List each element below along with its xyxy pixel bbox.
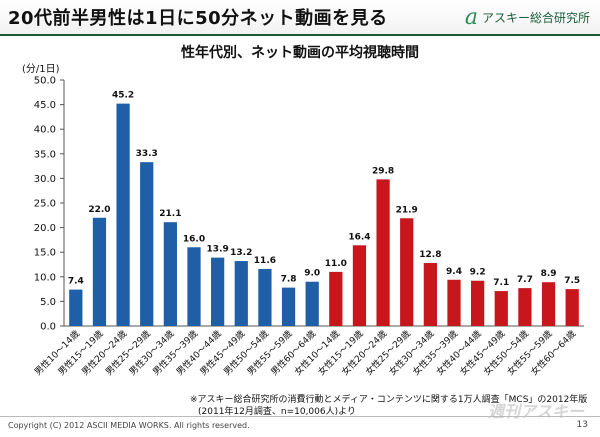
data-label: 7.5 bbox=[564, 276, 580, 286]
y-tick-label: 5.0 bbox=[40, 297, 56, 308]
header-bar: 20代前半男性は1日に50分ネット動画を見る a アスキー総合研究所 bbox=[0, 0, 600, 36]
y-axis-unit-label: (分/1日) bbox=[22, 64, 60, 75]
bar bbox=[329, 271, 343, 326]
y-tick-label: 20.0 bbox=[34, 223, 56, 234]
bar bbox=[163, 222, 177, 326]
bar bbox=[140, 162, 154, 326]
bar bbox=[376, 179, 390, 326]
data-label: 12.8 bbox=[419, 250, 441, 260]
page-number: 13 bbox=[576, 420, 588, 430]
y-tick-label: 25.0 bbox=[34, 199, 56, 210]
y-tick-label: 45.0 bbox=[34, 100, 56, 111]
bar bbox=[234, 261, 248, 326]
bar bbox=[92, 217, 107, 326]
bar bbox=[447, 279, 461, 326]
bar bbox=[305, 281, 319, 326]
data-label: 7.1 bbox=[493, 278, 509, 288]
bar bbox=[116, 103, 130, 326]
y-tick-label: 0.0 bbox=[40, 322, 56, 333]
data-label: 13.9 bbox=[207, 245, 229, 255]
y-tick-label: 35.0 bbox=[34, 149, 56, 160]
data-label: 33.3 bbox=[136, 149, 158, 159]
bar bbox=[69, 289, 83, 326]
source-note-line2: (2011年12月調査、n=10,006人)より bbox=[198, 407, 356, 417]
brand-logo: a アスキー総合研究所 bbox=[464, 4, 590, 30]
data-label: 9.2 bbox=[470, 268, 486, 278]
y-tick-label: 50.0 bbox=[34, 76, 56, 87]
y-tick-label: 10.0 bbox=[34, 272, 56, 283]
source-note-line1: ※アスキー総合研究所の消費行動とメディア・コンテンツに関する1万人調査「MCS」… bbox=[190, 395, 588, 405]
data-label: 11.6 bbox=[254, 256, 276, 266]
brand-name: アスキー総合研究所 bbox=[481, 11, 590, 25]
bar bbox=[423, 263, 437, 326]
bar bbox=[471, 280, 485, 326]
page-headline: 20代前半男性は1日に50分ネット動画を見る bbox=[8, 8, 388, 29]
chart-title: 性年代別、ネット動画の平均視聴時間 bbox=[181, 45, 419, 61]
bar bbox=[281, 287, 296, 326]
data-label: 9.4 bbox=[446, 267, 462, 277]
data-label: 13.2 bbox=[230, 248, 252, 258]
y-tick-label: 40.0 bbox=[34, 125, 56, 136]
bar bbox=[494, 291, 508, 326]
bar bbox=[187, 247, 201, 326]
data-label: 16.0 bbox=[183, 234, 205, 244]
footer-divider bbox=[0, 416, 600, 417]
data-label: 21.9 bbox=[396, 205, 418, 215]
bar bbox=[400, 218, 414, 326]
data-label: 9.0 bbox=[304, 269, 320, 279]
bar bbox=[541, 282, 556, 326]
bar bbox=[565, 289, 579, 326]
data-label: 29.8 bbox=[372, 166, 394, 176]
data-label: 7.4 bbox=[68, 277, 84, 287]
data-label: 16.4 bbox=[348, 232, 370, 242]
data-label: 7.8 bbox=[281, 275, 297, 285]
bar bbox=[211, 257, 225, 326]
y-tick-label: 15.0 bbox=[34, 248, 56, 259]
data-label: 22.0 bbox=[88, 205, 110, 215]
data-label: 8.9 bbox=[541, 269, 557, 279]
bar bbox=[518, 288, 532, 326]
data-label: 7.7 bbox=[517, 275, 533, 285]
brand-mark-icon: a bbox=[464, 4, 478, 30]
data-label: 45.2 bbox=[112, 91, 134, 101]
bar bbox=[258, 268, 272, 326]
data-label: 21.1 bbox=[159, 209, 181, 219]
bar bbox=[352, 245, 367, 326]
y-tick-label: 30.0 bbox=[34, 174, 56, 185]
copyright-text: Copyright (C) 2012 ASCII MEDIA WORKS. Al… bbox=[8, 421, 250, 430]
data-label: 11.0 bbox=[325, 259, 347, 269]
